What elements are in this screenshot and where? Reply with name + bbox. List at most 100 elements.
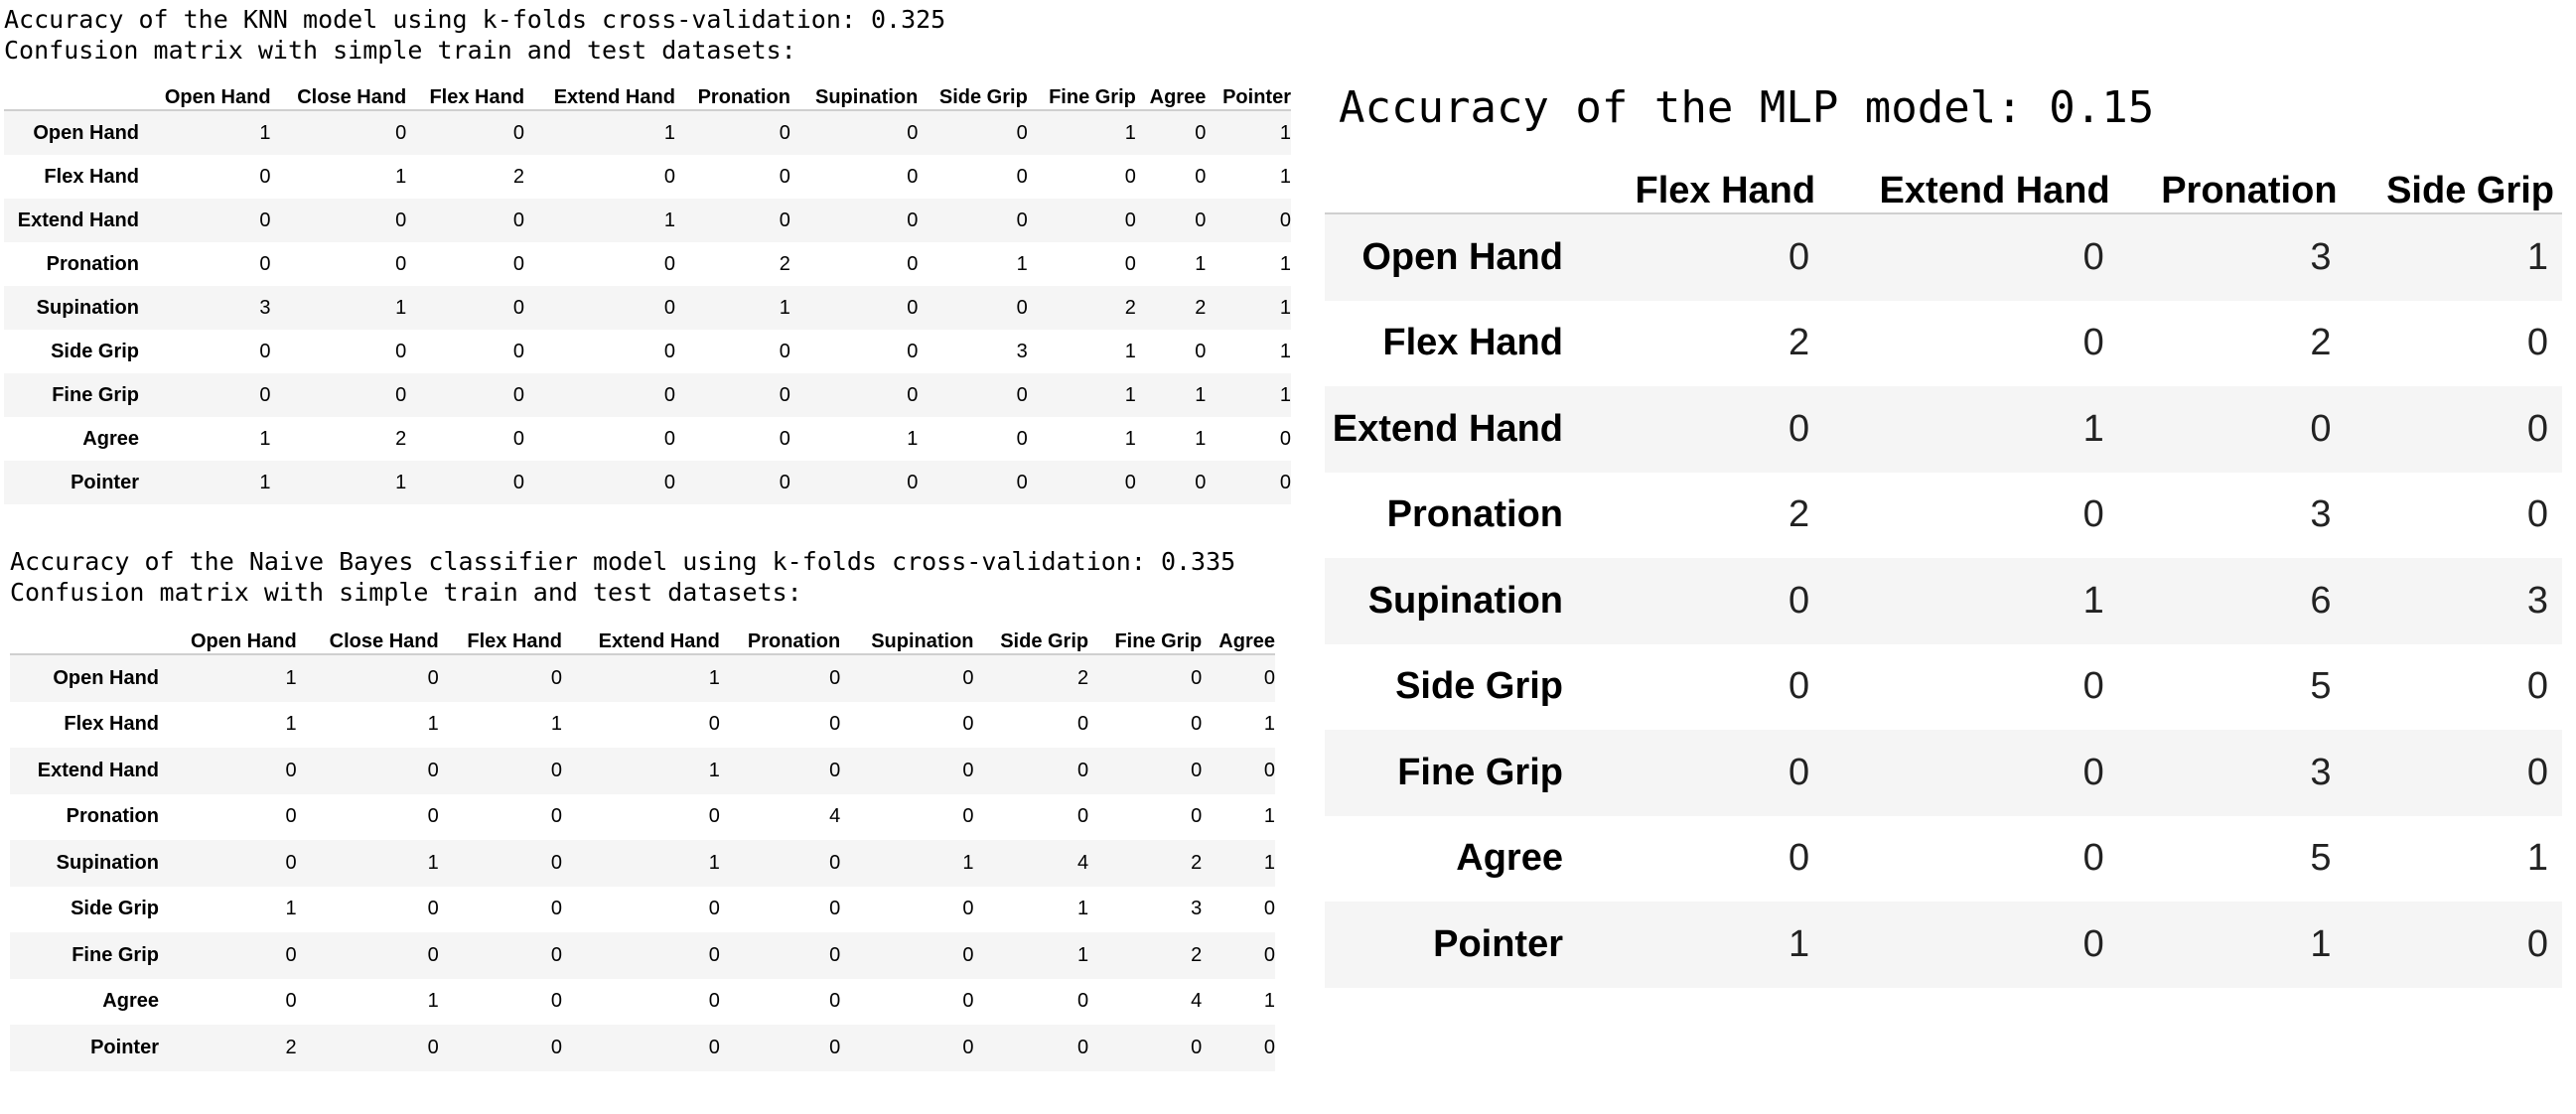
matrix-cell: 0 <box>2082 751 2104 793</box>
matrix-cell: 0 <box>1195 340 1207 362</box>
table-row: Agree 0 0 5 1 <box>1325 816 2562 903</box>
matrix-cell: 1 <box>2082 579 2104 622</box>
naive-bayes-output: Accuracy of the Naive Bayes classifier m… <box>10 546 1275 1071</box>
table-row: Open Hand 0 0 3 1 <box>1325 213 2562 301</box>
matrix-cell: 3 <box>1016 340 1028 362</box>
row-header: Extend Hand <box>37 759 159 781</box>
table-row: Flex Hand 0 1 2 0 0 0 0 0 0 1 <box>4 155 1291 199</box>
matrix-cell: 3 <box>2310 751 2332 793</box>
matrix-cell: 0 <box>427 805 439 828</box>
table-row: Extend Hand 0 1 0 0 <box>1325 386 2562 473</box>
table-row: Flex Hand 1 1 1 0 0 0 0 0 1 <box>10 702 1275 749</box>
matrix-cell: 0 <box>962 805 974 828</box>
row-header: Pointer <box>90 1036 159 1058</box>
matrix-cell: 0 <box>550 759 562 781</box>
column-header: Extend Hand <box>524 70 675 111</box>
row-header: Side Grip <box>71 898 159 920</box>
matrix-cell: 4 <box>1076 851 1089 874</box>
column-header: Extend Hand <box>1823 137 2118 214</box>
matrix-cell: 0 <box>550 943 562 966</box>
matrix-cell: 0 <box>1788 579 1810 622</box>
column-header: Side Grip <box>2345 137 2562 214</box>
matrix-cell: 0 <box>907 383 919 406</box>
column-header: Flex Hand <box>406 70 525 111</box>
matrix-cell: 1 <box>1279 296 1291 319</box>
matrix-cell: 1 <box>1124 383 1136 406</box>
column-header: Side Grip <box>973 614 1089 655</box>
matrix-cell: 1 <box>1195 383 1207 406</box>
matrix-cell: 2 <box>1191 851 1203 874</box>
matrix-cell: 2 <box>1191 943 1203 966</box>
matrix-cell: 1 <box>259 471 271 493</box>
matrix-cell: 1 <box>907 427 919 450</box>
table-row: Extend Hand 0 0 0 1 0 0 0 0 0 0 <box>4 199 1291 242</box>
matrix-cell: 0 <box>1191 1036 1203 1058</box>
table-row: Flex Hand 2 0 2 0 <box>1325 301 2562 387</box>
matrix-cell: 0 <box>550 898 562 920</box>
matrix-cell: 0 <box>779 340 790 362</box>
matrix-cell: 1 <box>2310 922 2332 965</box>
matrix-cell: 0 <box>779 209 790 231</box>
matrix-cell: 1 <box>1124 427 1136 450</box>
matrix-cell: 0 <box>1279 471 1291 493</box>
matrix-cell: 0 <box>1191 805 1203 828</box>
column-header: Flex Hand <box>1591 137 1824 214</box>
matrix-cell: 1 <box>259 121 271 144</box>
matrix-cell: 0 <box>962 898 974 920</box>
matrix-cell: 0 <box>1076 1036 1089 1058</box>
table-row: Fine Grip 0 0 0 0 0 0 0 1 1 1 <box>4 373 1291 417</box>
matrix-cell: 0 <box>1263 943 1275 966</box>
column-header: Fine Grip <box>1027 70 1136 111</box>
matrix-cell: 0 <box>1016 209 1028 231</box>
matrix-cell: 0 <box>259 252 271 275</box>
matrix-cell: 5 <box>2310 665 2332 708</box>
knn-matrix-caption: Confusion matrix with simple train and t… <box>4 36 796 65</box>
matrix-cell: 0 <box>1016 471 1028 493</box>
matrix-cell: 5 <box>2310 837 2332 880</box>
matrix-cell: 0 <box>512 340 525 362</box>
matrix-cell: 0 <box>829 1036 841 1058</box>
matrix-cell: 0 <box>1788 751 1810 793</box>
table-row: Side Grip 1 0 0 0 0 0 1 3 0 <box>10 887 1275 933</box>
matrix-cell: 0 <box>962 666 974 689</box>
matrix-cell: 0 <box>1263 898 1275 920</box>
row-header: Flex Hand <box>44 165 139 188</box>
table-row: Supination 0 1 0 1 0 1 4 2 1 <box>10 840 1275 887</box>
matrix-cell: 0 <box>829 898 841 920</box>
column-header: Close Hand <box>270 70 407 111</box>
column-header: Open Hand <box>159 614 297 655</box>
column-header: Pointer <box>1206 70 1291 111</box>
matrix-cell: 2 <box>1076 666 1089 689</box>
matrix-cell: 2 <box>1195 296 1207 319</box>
table-row: Fine Grip 0 0 0 0 0 0 1 2 0 <box>10 932 1275 979</box>
matrix-cell: 1 <box>663 209 675 231</box>
matrix-cell: 0 <box>285 805 297 828</box>
table-row: Pronation 0 0 0 0 4 0 0 0 1 <box>10 794 1275 841</box>
matrix-cell: 1 <box>259 427 271 450</box>
matrix-cell: 0 <box>962 713 974 736</box>
matrix-cell: 1 <box>708 666 720 689</box>
matrix-cell: 1 <box>708 759 720 781</box>
matrix-cell: 0 <box>2310 407 2332 450</box>
matrix-cell: 2 <box>1788 322 1810 364</box>
matrix-cell: 0 <box>907 165 919 188</box>
column-header: Side Grip <box>918 70 1028 111</box>
row-header: Pronation <box>46 252 139 275</box>
matrix-cell: 0 <box>663 383 675 406</box>
column-header: Fine Grip <box>1088 614 1203 655</box>
matrix-cell: 1 <box>1279 252 1291 275</box>
naive-bayes-matrix-caption: Confusion matrix with simple train and t… <box>10 578 802 607</box>
matrix-cell: 1 <box>1076 898 1089 920</box>
column-header: Pronation <box>674 70 790 111</box>
matrix-cell: 0 <box>829 943 841 966</box>
column-header: Pronation <box>2117 137 2346 214</box>
matrix-cell: 1 <box>1279 121 1291 144</box>
matrix-cell: 6 <box>2310 579 2332 622</box>
matrix-cell: 0 <box>285 943 297 966</box>
matrix-cell: 0 <box>907 340 919 362</box>
mlp-confusion-matrix: Flex Hand Extend Hand Pronation Side Grip Op… <box>1325 137 2562 988</box>
matrix-cell: 0 <box>259 165 271 188</box>
matrix-cell: 0 <box>1076 713 1089 736</box>
matrix-cell: 0 <box>907 471 919 493</box>
matrix-cell: 0 <box>907 121 919 144</box>
